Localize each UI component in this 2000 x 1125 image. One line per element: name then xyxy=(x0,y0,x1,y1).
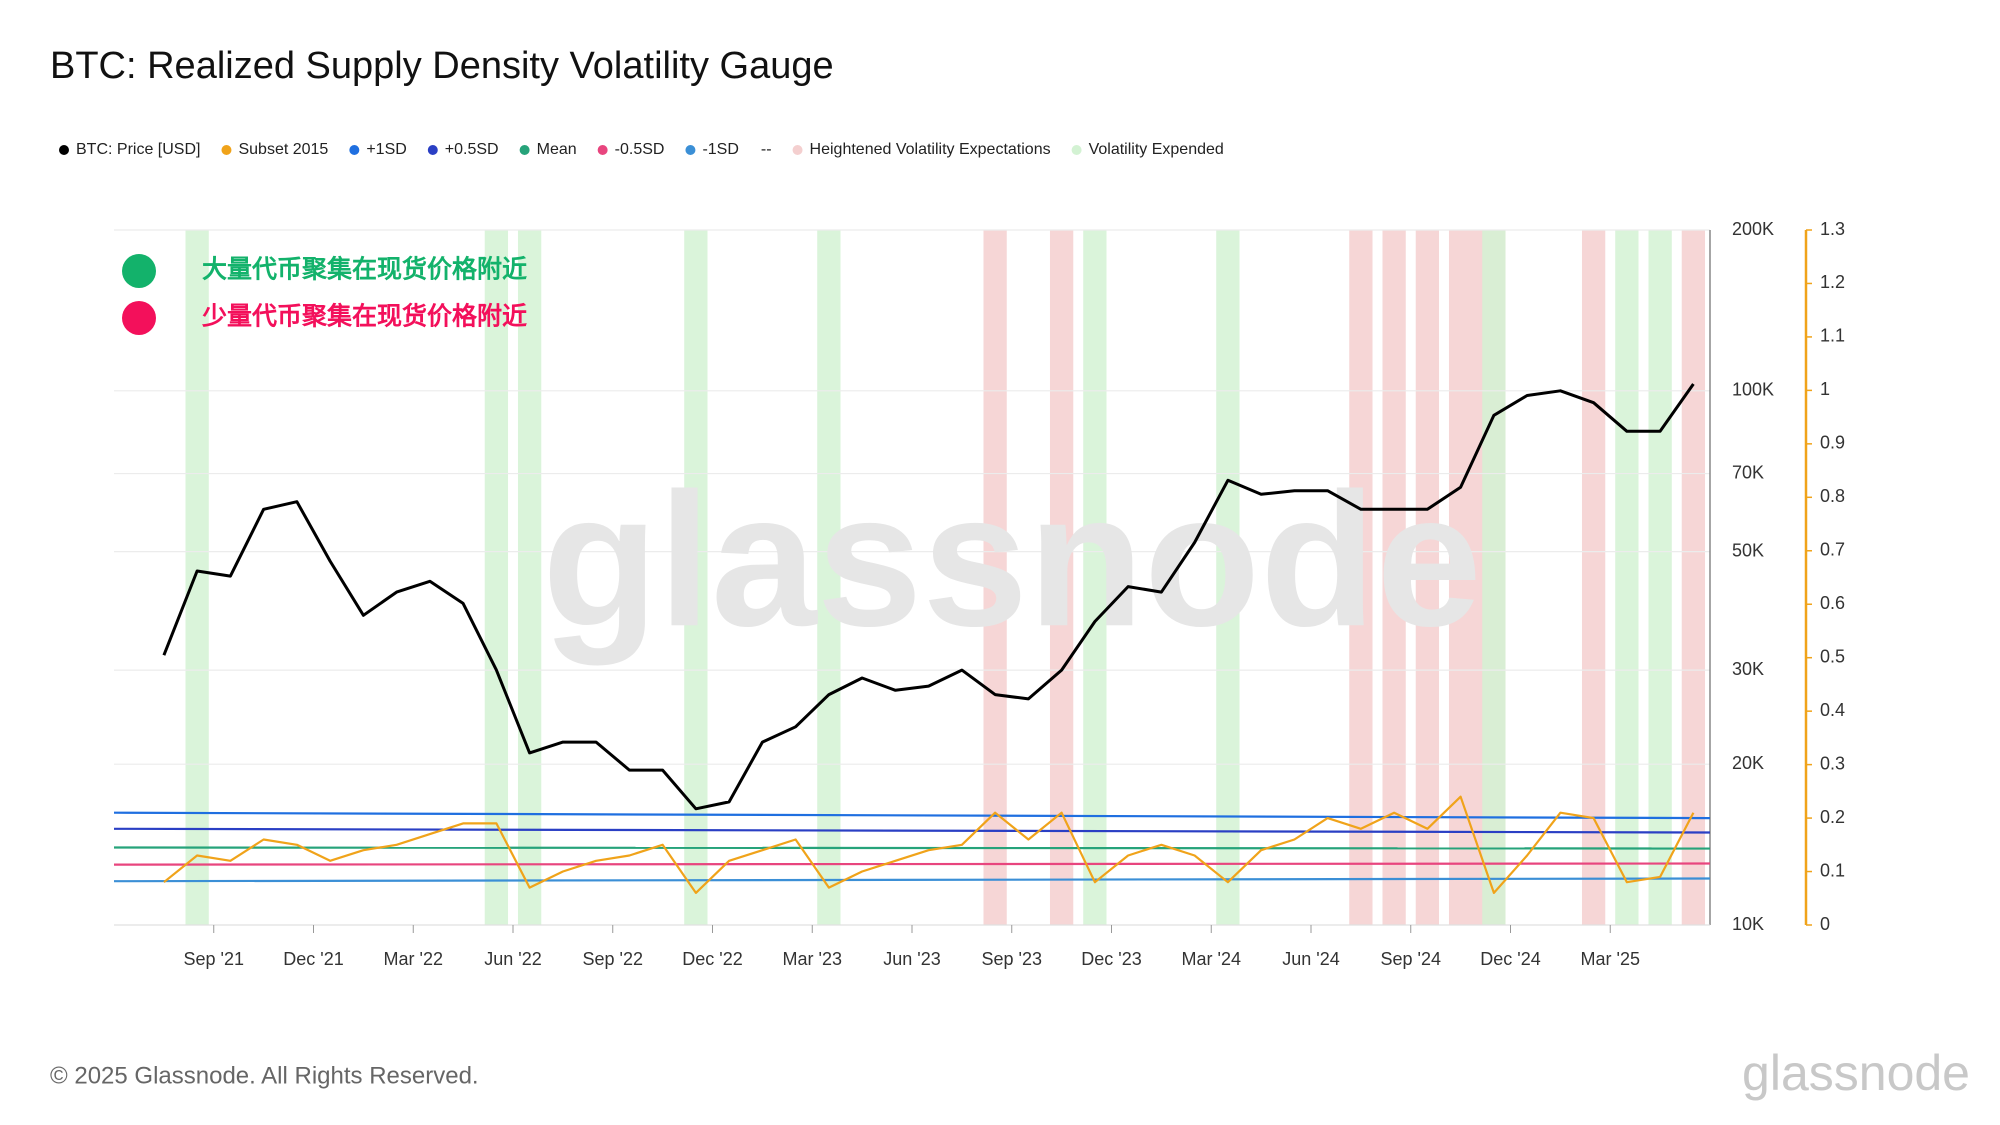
annotation-dot xyxy=(122,254,156,288)
legend-dot xyxy=(59,145,69,155)
band xyxy=(1415,230,1440,925)
band xyxy=(1482,230,1506,925)
series-line xyxy=(162,383,1695,811)
band xyxy=(1349,230,1373,925)
band xyxy=(817,230,841,925)
series-line xyxy=(163,795,1695,894)
legend-dot xyxy=(792,145,803,155)
y2-tick-label: 1.2 xyxy=(1820,272,1845,292)
x-tick-label: Jun '23 xyxy=(883,949,940,969)
annotation-dot xyxy=(122,301,156,335)
watermark: glassnode xyxy=(542,454,1482,666)
series-line xyxy=(113,862,1711,866)
band xyxy=(1681,230,1706,925)
legend-label: Subset 2015 xyxy=(238,141,328,158)
y-tick-label: 10K xyxy=(1732,914,1764,934)
band xyxy=(1615,230,1639,925)
legend-label: Mean xyxy=(537,141,577,158)
x-tick-label: Sep '23 xyxy=(982,949,1043,969)
logo: glassnode xyxy=(1742,1045,1970,1101)
series-line xyxy=(113,877,1711,883)
legend-label: Volatility Expended xyxy=(1089,141,1224,158)
legend-dot xyxy=(349,145,360,155)
band xyxy=(1083,230,1107,925)
legend-dot xyxy=(685,145,696,155)
band xyxy=(1382,230,1406,925)
y2-tick-label: 0.7 xyxy=(1820,540,1845,560)
chart-title: BTC: Realized Supply Density Volatility … xyxy=(50,45,834,87)
x-tick-label: Jun '22 xyxy=(484,949,541,969)
y2-tick-label: 1 xyxy=(1820,379,1830,399)
y2-tick-label: 0.6 xyxy=(1820,593,1845,613)
annotation: 大量代币聚集在现货价格附近 xyxy=(202,255,527,284)
legend-dot xyxy=(597,145,608,155)
y2-tick-label: 0.2 xyxy=(1820,807,1845,827)
y2-tick-label: 1.3 xyxy=(1820,219,1845,239)
band xyxy=(983,230,1007,925)
y-tick-label: 200K xyxy=(1732,219,1774,239)
band xyxy=(517,230,542,925)
y2-tick-label: 0.3 xyxy=(1820,753,1845,773)
y2-tick-label: 0.1 xyxy=(1820,860,1845,880)
y2-tick-label: 0 xyxy=(1820,914,1830,934)
band xyxy=(1581,230,1606,925)
x-tick-label: Mar '22 xyxy=(384,949,443,969)
legend-dot xyxy=(1071,145,1082,155)
band xyxy=(484,230,509,925)
annotation: 少量代币聚集在现货价格附近 xyxy=(201,302,527,331)
legend-label: Heightened Volatility Expectations xyxy=(810,141,1051,158)
x-tick-label: Dec '22 xyxy=(682,949,742,969)
series-line xyxy=(113,811,1711,820)
legend-label: -- xyxy=(761,141,772,158)
legend-dot xyxy=(519,145,530,155)
x-tick-label: Sep '24 xyxy=(1381,949,1442,969)
x-tick-label: Mar '24 xyxy=(1182,949,1241,969)
x-tick-label: Dec '21 xyxy=(283,949,343,969)
legend-label: -1SD xyxy=(702,141,738,158)
legend-label: +1SD xyxy=(366,141,406,158)
y-tick-label: 50K xyxy=(1732,540,1764,560)
y-tick-label: 20K xyxy=(1732,753,1764,773)
footer: © 2025 Glassnode. All Rights Reserved. xyxy=(50,1062,479,1089)
legend-label: -0.5SD xyxy=(615,141,665,158)
x-tick-label: Sep '22 xyxy=(583,949,644,969)
x-tick-label: Dec '24 xyxy=(1480,949,1540,969)
series-line xyxy=(113,846,1711,850)
series-line xyxy=(113,827,1711,834)
band xyxy=(684,230,708,925)
x-tick-label: Jun '24 xyxy=(1282,949,1339,969)
x-tick-label: Dec '23 xyxy=(1081,949,1141,969)
legend-dot xyxy=(221,145,232,155)
legend-label: +0.5SD xyxy=(445,141,499,158)
y2-tick-label: 0.8 xyxy=(1820,486,1845,506)
y2-tick-label: 0.4 xyxy=(1820,700,1845,720)
band xyxy=(1049,230,1074,925)
band xyxy=(1216,230,1240,925)
band xyxy=(185,230,209,925)
x-tick-label: Mar '25 xyxy=(1581,949,1640,969)
legend-label: BTC: Price [USD] xyxy=(76,141,200,158)
x-tick-label: Mar '23 xyxy=(783,949,842,969)
y2-tick-label: 0.5 xyxy=(1820,646,1845,666)
y-tick-label: 30K xyxy=(1732,659,1764,679)
legend-dot xyxy=(427,145,438,155)
y2-tick-label: 0.9 xyxy=(1820,433,1845,453)
band xyxy=(1648,230,1672,925)
x-tick-label: Sep '21 xyxy=(184,949,245,969)
y2-tick-label: 1.1 xyxy=(1820,326,1845,346)
y-tick-label: 70K xyxy=(1732,462,1764,482)
y-tick-label: 100K xyxy=(1732,380,1774,400)
